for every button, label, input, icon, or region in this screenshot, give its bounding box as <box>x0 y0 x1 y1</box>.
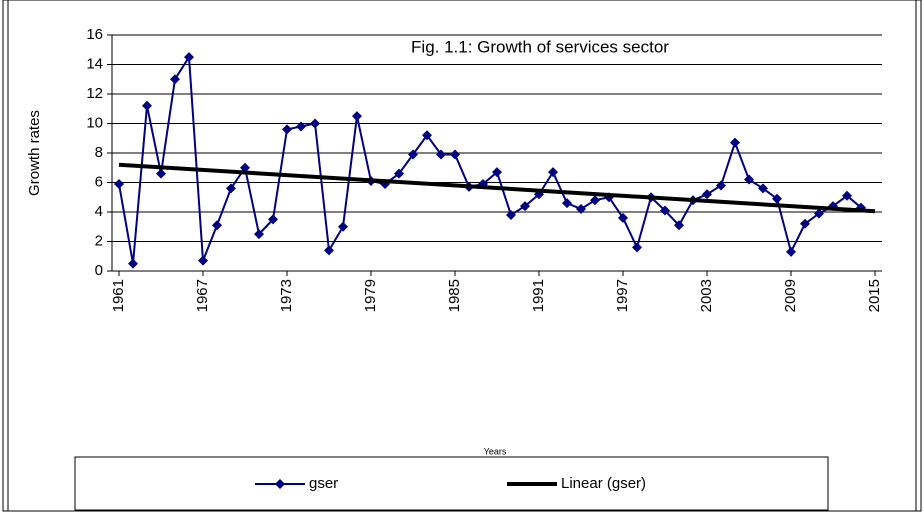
legend-marker <box>275 479 285 489</box>
x-tick-label: 1979 <box>362 279 379 312</box>
data-point <box>492 167 502 178</box>
data-point <box>436 149 446 160</box>
data-point <box>772 193 782 204</box>
data-point <box>562 198 572 209</box>
data-point <box>240 162 250 173</box>
data-point <box>814 208 824 219</box>
data-point <box>674 220 684 231</box>
x-tick-label: 2015 <box>866 279 883 312</box>
data-point <box>212 220 222 231</box>
legend-label: gser <box>309 475 338 492</box>
data-point <box>730 137 740 148</box>
data-point <box>506 209 516 220</box>
y-tick-label: 2 <box>95 232 103 249</box>
data-point <box>226 183 236 194</box>
data-point <box>716 180 726 191</box>
data-point <box>310 118 320 129</box>
y-tick-label: 12 <box>86 85 103 102</box>
data-point <box>156 168 166 179</box>
y-tick-label: 8 <box>95 144 103 161</box>
x-tick-label: 2003 <box>698 279 715 312</box>
data-point <box>590 195 600 206</box>
series-line <box>118 54 862 264</box>
data-point <box>842 190 852 201</box>
data-point <box>184 52 194 63</box>
data-point <box>324 245 334 256</box>
data-point <box>786 246 796 257</box>
x-axis-label: Years <box>484 446 507 456</box>
data-point <box>758 183 768 194</box>
data-point <box>702 189 712 200</box>
legend-label: Linear (gser) <box>561 475 646 492</box>
x-tick-label: 1967 <box>194 279 211 312</box>
x-tick-label: 1985 <box>446 279 463 312</box>
data-point <box>520 201 530 212</box>
data-point <box>408 149 418 160</box>
x-tick-label: 1961 <box>110 279 127 312</box>
y-tick-label: 10 <box>86 114 103 131</box>
data-point <box>744 174 754 185</box>
data-point <box>800 218 810 229</box>
y-tick-label: 14 <box>86 55 103 72</box>
inner-border <box>7 0 917 512</box>
y-tick-label: 6 <box>95 173 103 190</box>
data-point <box>450 149 460 160</box>
trend-line <box>118 162 876 214</box>
data-point <box>618 212 628 223</box>
data-point <box>268 214 278 225</box>
data-point <box>394 168 404 179</box>
y-axis-label: Growth rates <box>26 110 43 196</box>
y-tick-label: 4 <box>95 203 103 220</box>
data-point <box>548 167 558 178</box>
y-tick-label: 16 <box>86 26 103 43</box>
data-point <box>296 121 306 132</box>
x-tick-label: 2009 <box>782 279 799 312</box>
data-point <box>422 130 432 141</box>
data-point <box>660 205 670 216</box>
data-point <box>282 124 292 135</box>
x-tick-label: 1997 <box>614 279 631 312</box>
data-point <box>352 111 362 122</box>
x-tick-label: 1973 <box>278 279 295 312</box>
chart-title: Fig. 1.1: Growth of services sector <box>411 37 669 56</box>
data-point <box>128 258 138 269</box>
x-tick-label: 1991 <box>530 279 547 312</box>
data-point <box>114 178 124 189</box>
data-point <box>254 229 264 240</box>
data-point <box>338 221 348 232</box>
data-point <box>198 255 208 266</box>
data-point <box>142 100 152 111</box>
legend-box <box>74 456 829 511</box>
data-point <box>632 242 642 253</box>
y-tick-label: 0 <box>95 262 103 279</box>
data-point <box>170 74 180 85</box>
data-point <box>576 204 586 215</box>
